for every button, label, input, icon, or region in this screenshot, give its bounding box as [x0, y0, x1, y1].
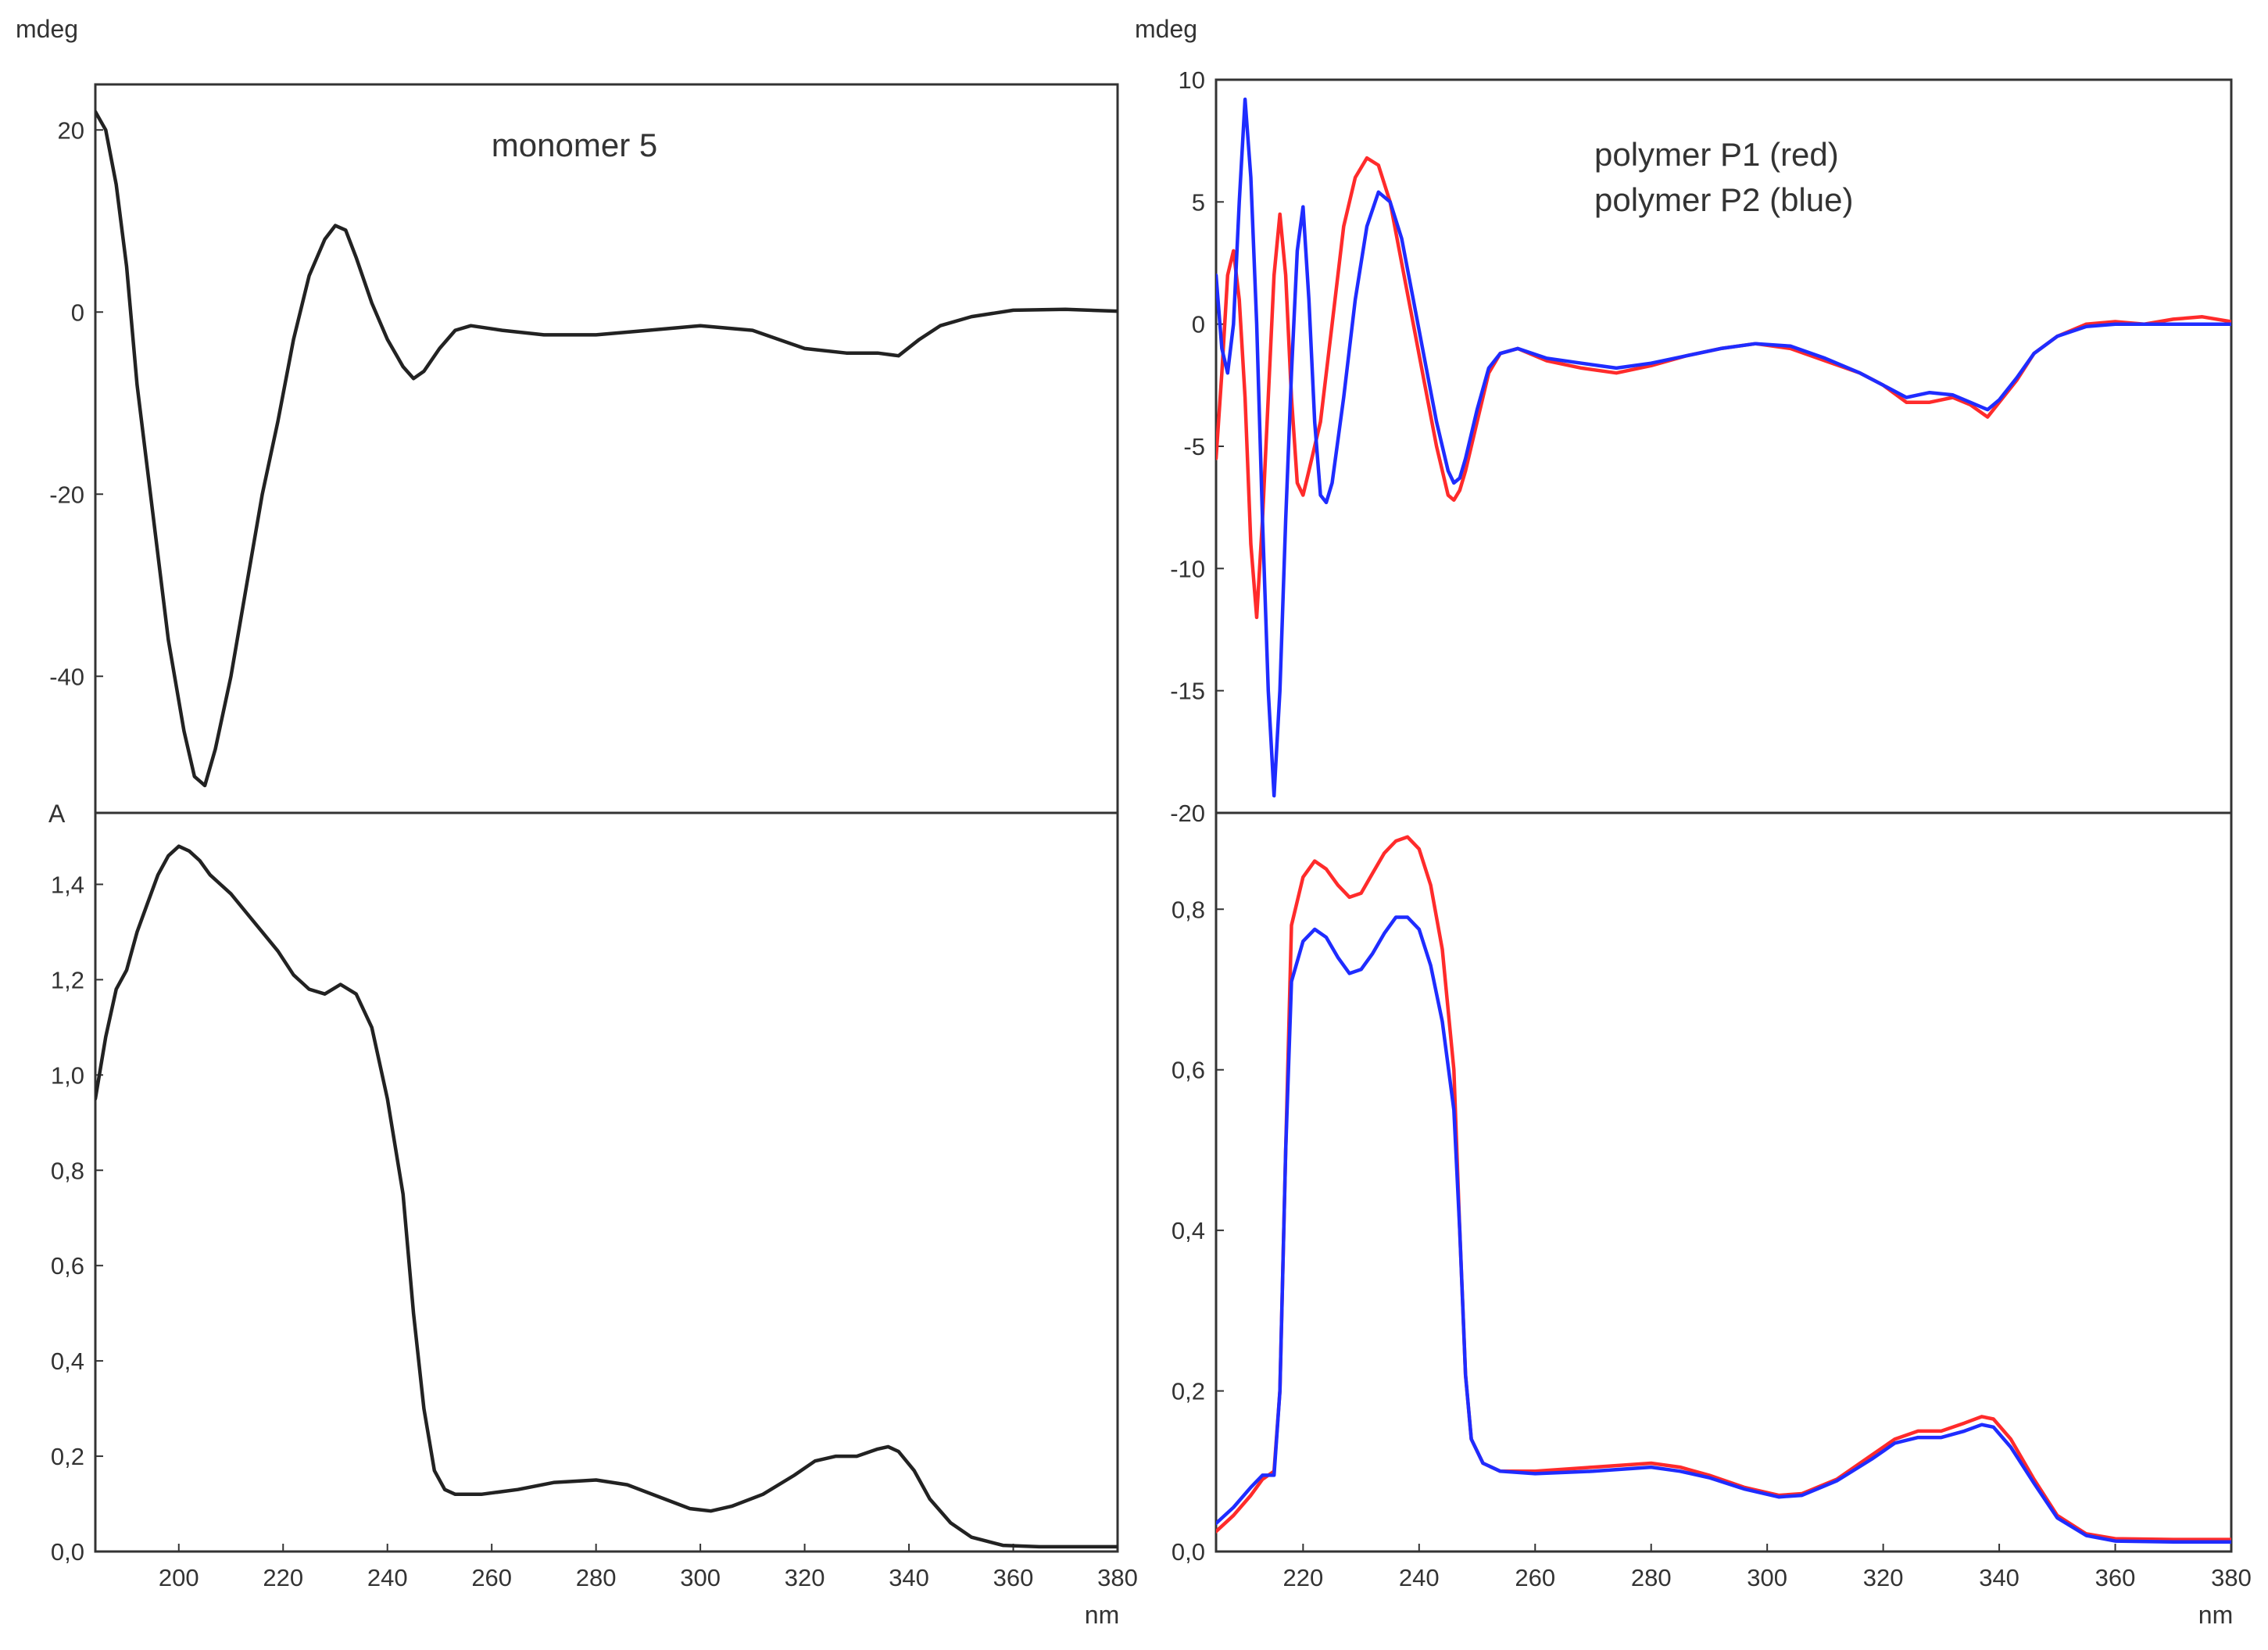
y-tick-label: -20: [49, 481, 84, 508]
plot-frame: [94, 813, 1119, 1553]
x-tick-label: 360: [2095, 1564, 2136, 1591]
plot-frame: [94, 83, 1119, 813]
y-tick-label: 20: [58, 116, 84, 144]
panel-title-line: polymer P1 (red): [1594, 136, 1839, 173]
x-tick-label: 240: [1399, 1564, 1440, 1591]
x-tick-label: 220: [1282, 1564, 1323, 1591]
y-tick-label: 1,2: [51, 966, 84, 993]
x-tick-label: 360: [993, 1564, 1034, 1591]
y-tick-label: 0,8: [51, 1157, 84, 1184]
panel-title-line: polymer P2 (blue): [1594, 181, 1853, 218]
x-tick-label: 340: [1979, 1564, 2019, 1591]
polymer-cd-panel: 10 5 0 -5 -10 -15 -20 mdeg polymer P1 (red) polym…: [1135, 15, 2233, 827]
y-axis-unit-label: mdeg: [1135, 15, 1197, 43]
x-tick-label: 240: [367, 1564, 408, 1591]
x-tick-label: 260: [1515, 1564, 1555, 1591]
y-tick-label: 0: [1192, 311, 1205, 338]
y-axis-unit-label: A: [48, 800, 66, 828]
y-tick-label: 0,2: [51, 1443, 84, 1470]
x-tick-label: 320: [785, 1564, 825, 1591]
monomer-cd-panel: 20 0 -20 -40 mdeg monomer 5: [16, 15, 1119, 813]
y-tick-label: 0,4: [1172, 1217, 1205, 1244]
y-tick-label: 0,2: [1172, 1378, 1205, 1405]
y-tick-label: 0: [71, 299, 84, 326]
x-tick-label: 200: [159, 1564, 199, 1591]
y-tick-label: -20: [1170, 800, 1205, 827]
x-axis-unit-label: nm: [2198, 1601, 2233, 1629]
y-tick-label: 0,6: [51, 1252, 84, 1280]
y-tick-label: 0,6: [1172, 1057, 1205, 1084]
y-tick-label: -15: [1170, 678, 1205, 705]
series-line-monomer-5: [95, 109, 1118, 788]
y-axis-unit-label: mdeg: [16, 15, 78, 43]
y-tick-label: -5: [1183, 433, 1205, 460]
series-line-polymer-p2-blue: [1216, 97, 2231, 798]
y-tick-label: 1,4: [51, 871, 84, 898]
panel-title-line: monomer 5: [492, 127, 657, 163]
x-tick-label: 280: [1631, 1564, 1672, 1591]
y-tick-label: 0,8: [1172, 896, 1205, 923]
y-tick-label: 0,0: [51, 1538, 84, 1566]
x-tick-label: 380: [2211, 1564, 2252, 1591]
monomer-absorbance-panel: 0,0 0,2 0,4 0,6 0,8 1,0 1,2 1,4 200 220 240 260 280 3…: [48, 800, 1138, 1629]
y-tick-label: -40: [49, 663, 84, 690]
x-tick-label: 220: [263, 1564, 303, 1591]
y-tick-label: 0,0: [1172, 1538, 1205, 1566]
series-line-polymer-p1-red: [1216, 156, 2231, 620]
x-tick-label: 340: [889, 1564, 929, 1591]
x-tick-label: 300: [1747, 1564, 1787, 1591]
x-tick-label: 320: [1863, 1564, 1904, 1591]
y-tick-label: 1,0: [51, 1061, 84, 1089]
y-tick-label: -10: [1170, 555, 1205, 582]
series-line-polymer-p1-red: [1216, 835, 2231, 1541]
x-tick-label: 280: [576, 1564, 617, 1591]
polymer-absorbance-panel: 0,0 0,2 0,4 0,6 0,8 220 240 260 280 300 320 340 360 3…: [1172, 811, 2252, 1629]
x-tick-label: 300: [680, 1564, 721, 1591]
plot-frame: [1214, 813, 2233, 1553]
y-tick-label: 5: [1192, 188, 1205, 216]
y-tick-label: 10: [1179, 66, 1205, 94]
x-tick-label: 380: [1097, 1564, 1138, 1591]
x-axis-unit-label: nm: [1085, 1601, 1119, 1629]
series-line-polymer-p2-blue: [1216, 915, 2231, 1544]
x-tick-label: 260: [471, 1564, 512, 1591]
y-tick-label: 0,4: [51, 1348, 84, 1375]
series-line-monomer-5: [95, 844, 1118, 1549]
